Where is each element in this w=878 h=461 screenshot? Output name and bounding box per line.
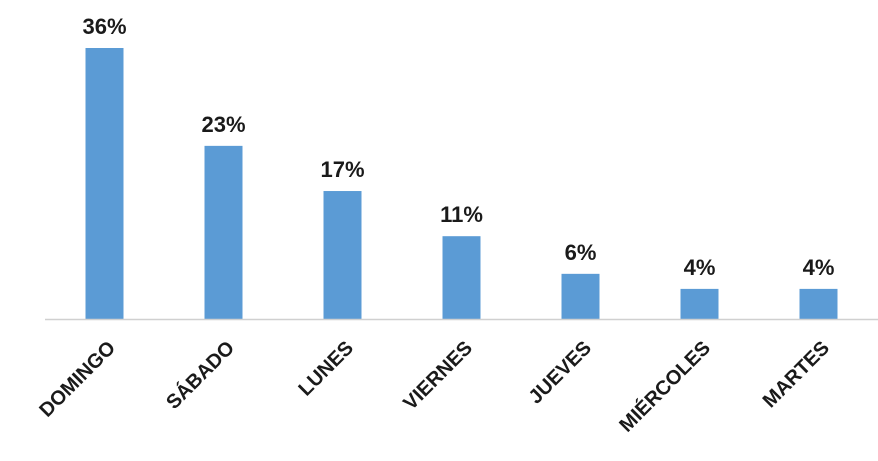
- data-label-5: 4%: [684, 255, 716, 280]
- bar-6: [799, 288, 838, 319]
- category-label-4: JUEVES: [525, 337, 596, 408]
- data-label-2: 17%: [320, 157, 364, 182]
- category-label-6: MARTES: [759, 337, 834, 412]
- bar-5: [680, 288, 719, 319]
- bar-4: [561, 273, 600, 319]
- bar-3: [442, 236, 481, 319]
- category-label-5: MIÉRCOLES: [615, 336, 715, 436]
- category-label-0: DOMINGO: [35, 337, 120, 422]
- value-labels-group: 36% 23% 17% 11% 6% 4% 4%: [82, 14, 834, 280]
- bar-0: [85, 48, 124, 319]
- category-label-1: SÁBADO: [161, 336, 239, 414]
- category-labels-group: DOMINGO SÁBADO LUNES VIERNES JUEVES MIÉRCOLES…: [35, 336, 834, 436]
- data-label-1: 23%: [201, 112, 245, 137]
- bars-group: [85, 48, 838, 319]
- data-label-4: 6%: [565, 240, 597, 265]
- bar-2: [323, 191, 362, 319]
- category-label-3: VIERNES: [399, 337, 477, 415]
- data-label-0: 36%: [82, 14, 126, 39]
- data-label-3: 11%: [440, 202, 483, 227]
- bar-1: [204, 145, 243, 319]
- category-label-2: LUNES: [295, 337, 358, 400]
- data-label-6: 4%: [803, 255, 835, 280]
